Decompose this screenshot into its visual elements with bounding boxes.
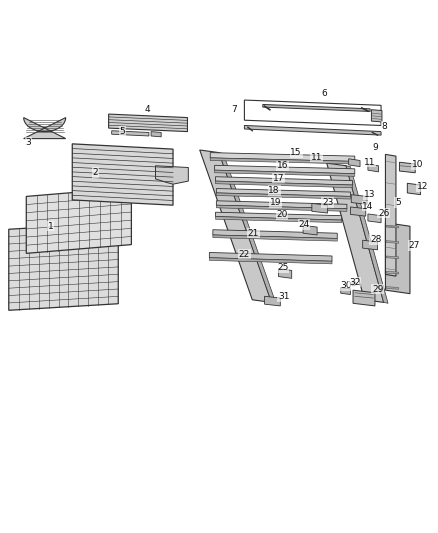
Polygon shape bbox=[213, 230, 337, 238]
Polygon shape bbox=[155, 166, 188, 184]
Polygon shape bbox=[363, 240, 378, 250]
Polygon shape bbox=[368, 164, 378, 172]
Polygon shape bbox=[368, 214, 381, 223]
Polygon shape bbox=[353, 290, 375, 306]
Text: 21: 21 bbox=[247, 229, 259, 238]
Polygon shape bbox=[210, 152, 355, 161]
Polygon shape bbox=[386, 287, 399, 289]
Polygon shape bbox=[151, 132, 161, 137]
Polygon shape bbox=[265, 296, 280, 306]
Polygon shape bbox=[24, 118, 66, 139]
Polygon shape bbox=[72, 144, 173, 205]
Polygon shape bbox=[216, 189, 350, 197]
Polygon shape bbox=[215, 165, 355, 174]
Polygon shape bbox=[215, 181, 353, 188]
Polygon shape bbox=[216, 193, 350, 199]
Text: 24: 24 bbox=[298, 220, 310, 229]
Text: 17: 17 bbox=[273, 174, 284, 182]
Polygon shape bbox=[26, 188, 131, 253]
Text: 14: 14 bbox=[362, 201, 374, 211]
Text: 27: 27 bbox=[409, 241, 420, 250]
Text: 2: 2 bbox=[93, 168, 98, 177]
Text: 30: 30 bbox=[340, 281, 352, 290]
Text: 3: 3 bbox=[25, 138, 32, 147]
Text: 1: 1 bbox=[47, 222, 53, 231]
Polygon shape bbox=[216, 201, 347, 209]
Polygon shape bbox=[386, 225, 399, 228]
Text: 9: 9 bbox=[372, 143, 378, 152]
Polygon shape bbox=[210, 158, 355, 164]
Text: 11: 11 bbox=[364, 158, 375, 167]
Text: 28: 28 bbox=[370, 235, 381, 244]
Polygon shape bbox=[346, 166, 388, 303]
Polygon shape bbox=[386, 256, 399, 259]
Text: 11: 11 bbox=[311, 152, 322, 161]
Polygon shape bbox=[371, 110, 382, 122]
Polygon shape bbox=[399, 162, 415, 173]
Polygon shape bbox=[386, 271, 399, 274]
Polygon shape bbox=[350, 207, 366, 216]
Polygon shape bbox=[213, 235, 337, 241]
Text: 18: 18 bbox=[268, 186, 280, 195]
Text: 5: 5 bbox=[120, 127, 126, 136]
Polygon shape bbox=[385, 155, 396, 276]
Text: 20: 20 bbox=[276, 211, 288, 219]
Text: 15: 15 bbox=[290, 148, 302, 157]
Text: 26: 26 bbox=[378, 208, 389, 217]
Polygon shape bbox=[219, 152, 276, 303]
Text: 16: 16 bbox=[277, 161, 289, 170]
Polygon shape bbox=[386, 241, 399, 243]
Text: 10: 10 bbox=[412, 160, 424, 169]
Polygon shape bbox=[209, 253, 332, 261]
Text: 8: 8 bbox=[381, 122, 388, 131]
Text: 4: 4 bbox=[145, 105, 150, 114]
Text: 29: 29 bbox=[372, 285, 383, 294]
Polygon shape bbox=[385, 223, 410, 294]
Polygon shape bbox=[303, 225, 317, 235]
Polygon shape bbox=[9, 223, 118, 310]
Text: 12: 12 bbox=[417, 182, 428, 191]
Text: 22: 22 bbox=[239, 250, 250, 259]
Polygon shape bbox=[244, 125, 381, 135]
Text: 19: 19 bbox=[270, 198, 282, 207]
Text: 6: 6 bbox=[321, 89, 327, 98]
Polygon shape bbox=[341, 287, 350, 295]
Text: 7: 7 bbox=[231, 105, 237, 114]
Polygon shape bbox=[407, 183, 420, 195]
Polygon shape bbox=[109, 114, 187, 132]
Text: 31: 31 bbox=[278, 292, 290, 301]
Text: 13: 13 bbox=[364, 190, 375, 199]
Polygon shape bbox=[209, 258, 332, 264]
Polygon shape bbox=[327, 163, 384, 302]
Polygon shape bbox=[351, 195, 367, 204]
Polygon shape bbox=[215, 170, 355, 176]
Polygon shape bbox=[215, 212, 342, 220]
Polygon shape bbox=[215, 216, 342, 223]
Polygon shape bbox=[112, 131, 149, 136]
Text: 5: 5 bbox=[395, 198, 401, 207]
Polygon shape bbox=[312, 204, 328, 213]
Polygon shape bbox=[200, 150, 272, 302]
Text: 23: 23 bbox=[322, 198, 333, 207]
Text: 25: 25 bbox=[277, 263, 289, 272]
Polygon shape bbox=[263, 104, 370, 111]
Polygon shape bbox=[216, 205, 347, 211]
Polygon shape bbox=[215, 177, 353, 185]
Text: 32: 32 bbox=[349, 278, 360, 287]
Polygon shape bbox=[349, 159, 360, 167]
Polygon shape bbox=[279, 269, 292, 278]
